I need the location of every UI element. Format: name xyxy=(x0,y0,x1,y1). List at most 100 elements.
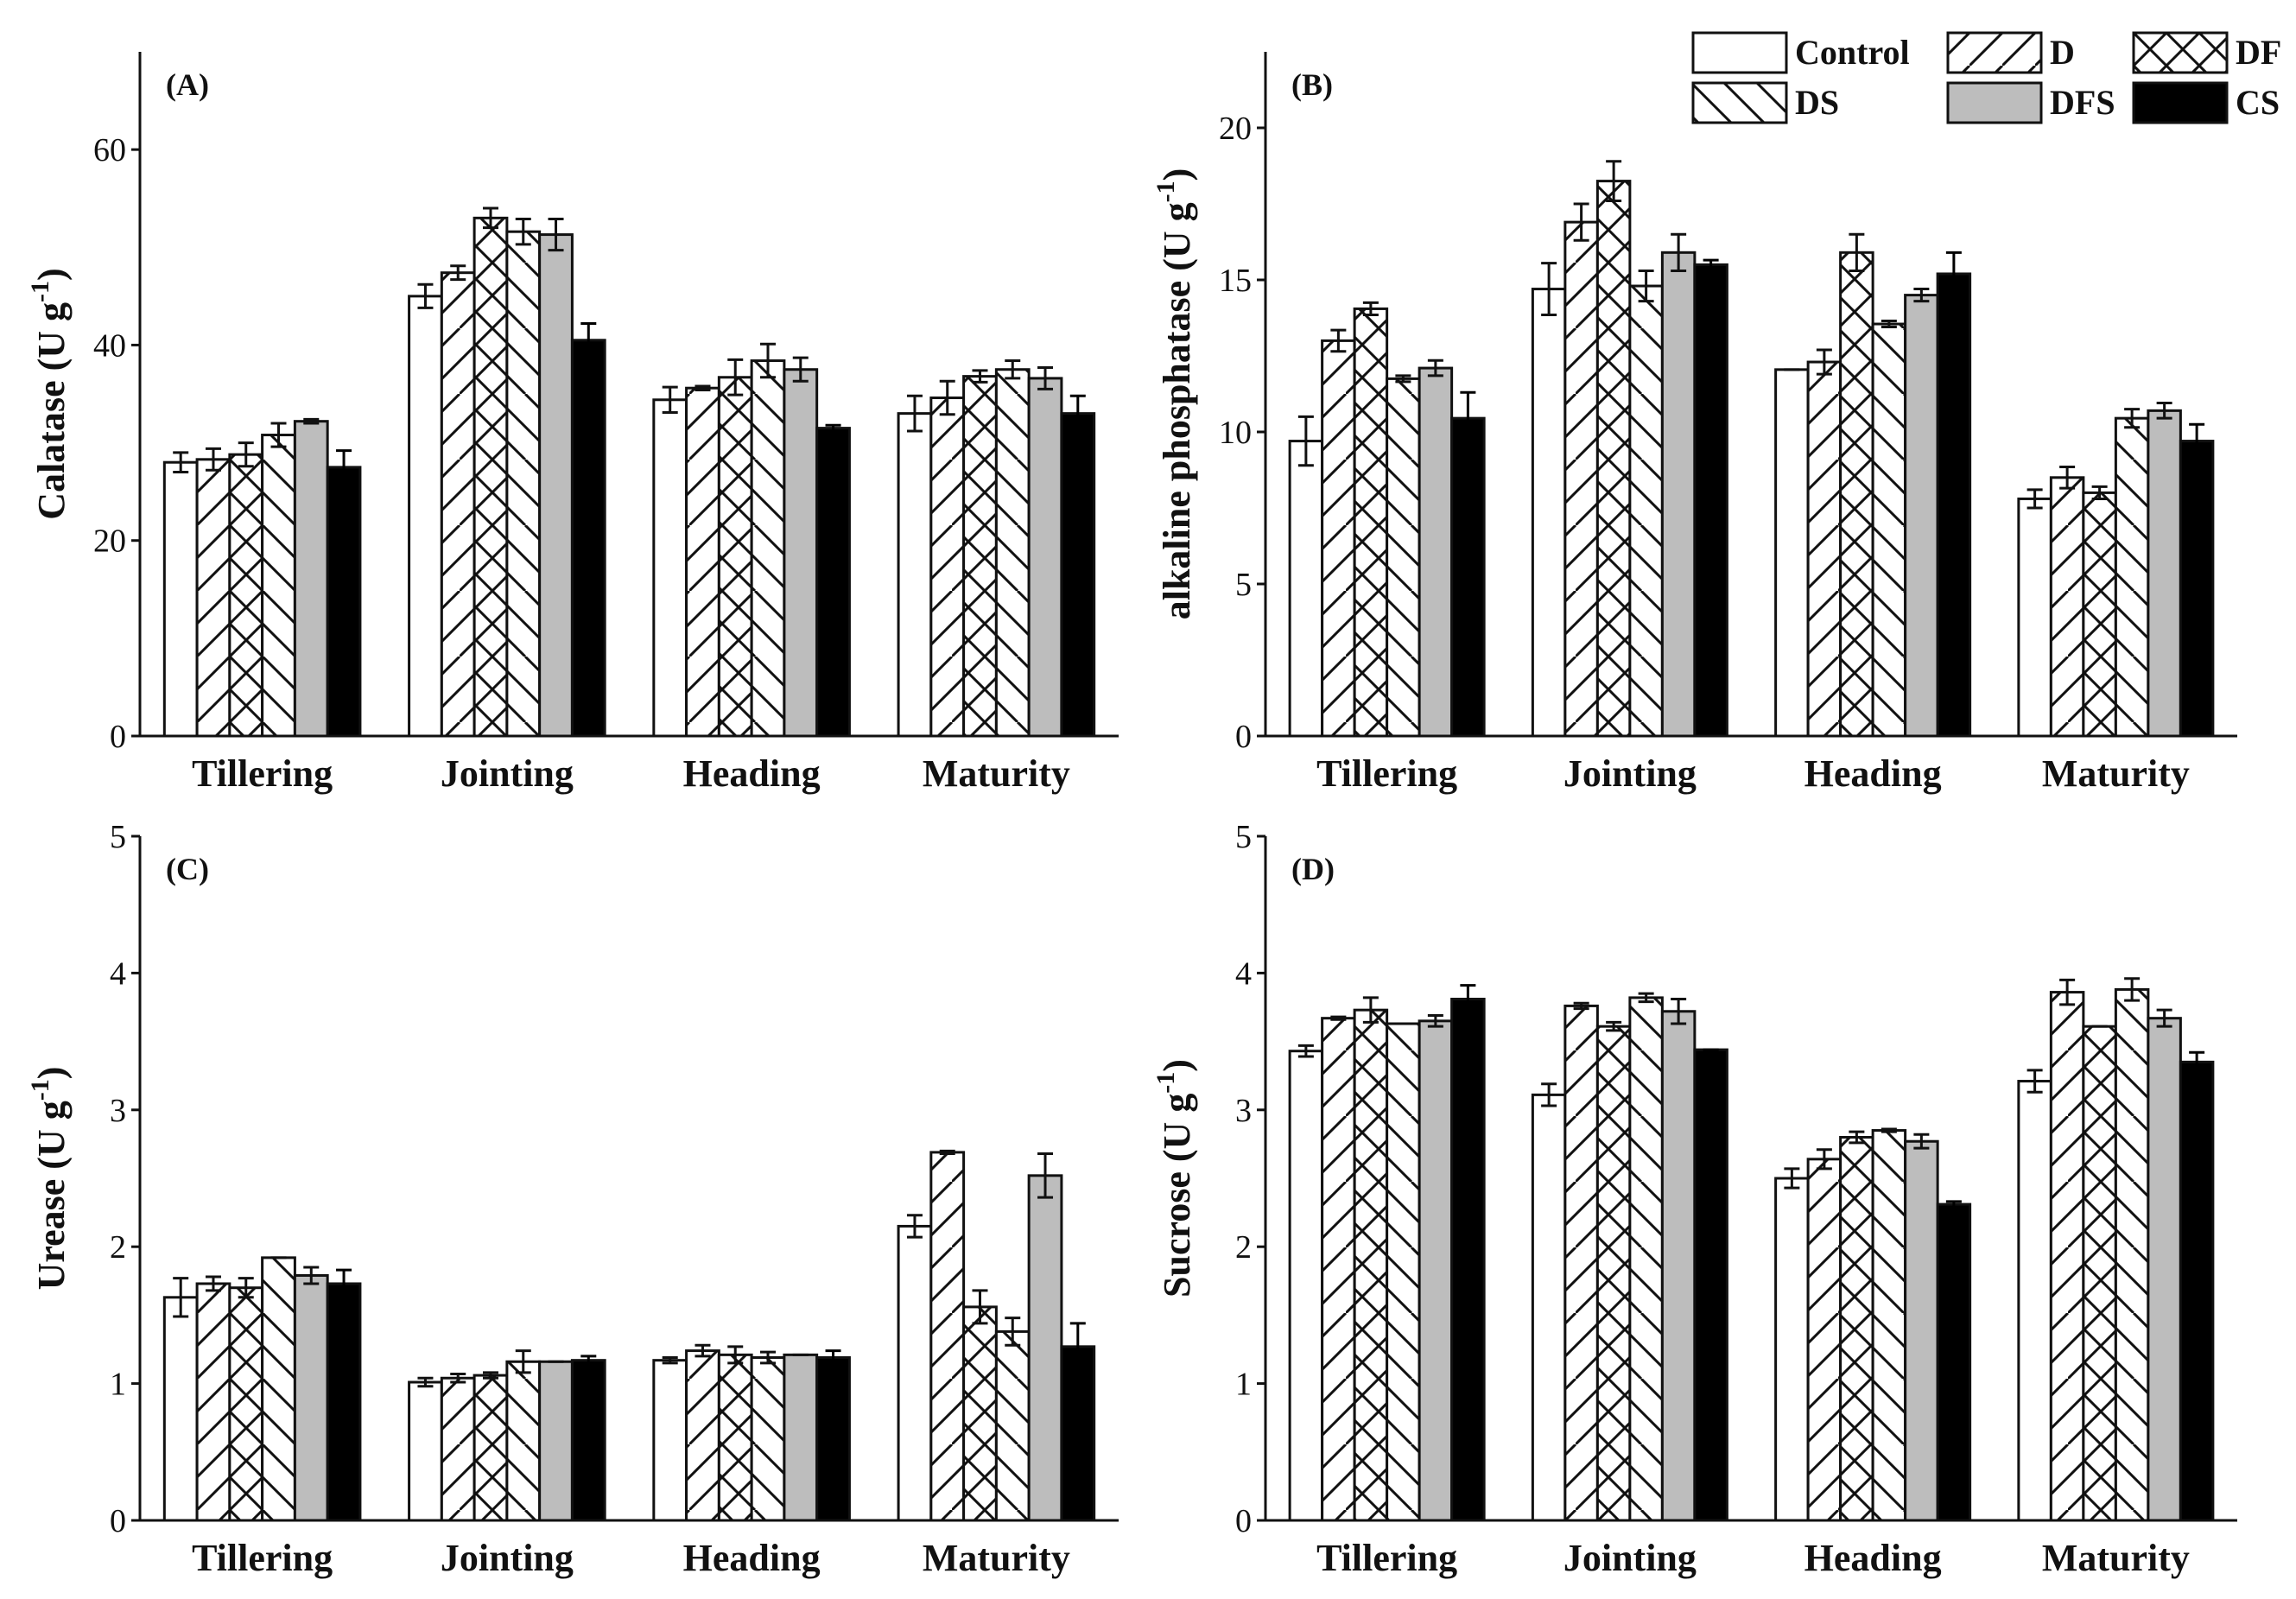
bar-df-jointing xyxy=(473,1374,509,1522)
bar-cs-jointing xyxy=(570,339,606,738)
error-bar xyxy=(1945,1200,1962,1209)
error-bar xyxy=(303,1266,320,1285)
error-bar xyxy=(482,1371,498,1380)
y-tick-label: 10 xyxy=(1219,415,1252,451)
bar-cs-maturity xyxy=(1060,1345,1096,1522)
error-bar xyxy=(1005,359,1021,380)
error-bar xyxy=(662,385,678,414)
error-bar xyxy=(760,342,777,379)
x-tick-label: Jointing xyxy=(1563,1537,1697,1579)
legend-item-ds: DS xyxy=(1691,81,1839,124)
error-bar xyxy=(238,1277,254,1299)
bar-control-maturity xyxy=(897,1224,933,1522)
bar-dfs-tillering xyxy=(293,1273,329,1522)
bar-dfs-jointing xyxy=(538,1360,574,1522)
error-bar xyxy=(2026,488,2043,510)
error-bar xyxy=(1671,998,1687,1025)
bar-dfs-maturity xyxy=(1027,377,1063,738)
error-bar xyxy=(173,451,189,474)
bar-dfs-maturity xyxy=(2147,409,2182,738)
bar-control-heading xyxy=(652,398,688,738)
bar-d-tillering xyxy=(1321,339,1356,738)
y-tick-label: 4 xyxy=(1235,955,1252,992)
error-bar xyxy=(1362,301,1379,316)
error-bar xyxy=(2091,485,2108,500)
bar-ds-maturity xyxy=(2114,987,2150,1522)
y-axis-label: Sucrose (U g-1) xyxy=(1151,1059,1198,1298)
bar-df-heading xyxy=(1839,251,1874,738)
bar-dfs-heading xyxy=(783,1353,819,1522)
legend-item-cs: CS xyxy=(2132,81,2280,124)
bar-d-jointing xyxy=(1563,1004,1599,1522)
error-bar xyxy=(972,1289,988,1325)
y-tick-label: 3 xyxy=(1235,1093,1252,1129)
legend-item-control: Control xyxy=(1691,31,1910,74)
bar-d-tillering xyxy=(1321,1017,1356,1522)
error-bar xyxy=(939,1149,955,1155)
error-bar xyxy=(580,322,597,359)
bar-cs-heading xyxy=(815,427,851,738)
bar-d-tillering xyxy=(195,458,232,738)
error-bar xyxy=(1460,984,1476,1014)
panel-label: (B) xyxy=(1291,67,1333,102)
bar-cs-tillering xyxy=(1450,997,1486,1522)
error-bar xyxy=(580,1355,597,1366)
error-bar xyxy=(695,1343,711,1358)
error-bar xyxy=(1606,160,1622,202)
error-bar xyxy=(515,1349,531,1374)
bar-control-tillering xyxy=(162,460,199,738)
bar-d-heading xyxy=(1806,1158,1843,1522)
error-bar xyxy=(1849,232,1865,272)
error-bar xyxy=(939,379,955,416)
error-bar xyxy=(906,394,923,433)
bar-cs-jointing xyxy=(1693,263,1728,738)
x-tick-label: Heading xyxy=(1804,752,1942,795)
error-bar xyxy=(1573,202,1589,242)
error-bar xyxy=(482,206,498,230)
bar-d-jointing xyxy=(1563,220,1599,738)
y-tick-label: 0 xyxy=(110,719,126,755)
legend-swatch xyxy=(2132,31,2229,74)
legend-label: DF xyxy=(2236,33,2281,72)
legend-item-dfs: DFS xyxy=(1946,81,2115,124)
bar-ds-maturity xyxy=(2114,416,2150,738)
bar-cs-tillering xyxy=(326,466,362,738)
legend-swatch xyxy=(1691,31,1788,74)
y-tick-label: 0 xyxy=(110,1503,126,1539)
chart-panel-d: Tillering Jointing Heading Maturity 0 1 2 3 4 5 (D… xyxy=(1151,819,2237,1579)
error-bar xyxy=(1069,1322,1086,1372)
error-bar xyxy=(1784,1167,1800,1190)
error-bar xyxy=(972,369,988,384)
error-bar xyxy=(2189,1050,2205,1073)
y-tick-label: 1 xyxy=(1235,1367,1252,1403)
bar-control-maturity xyxy=(897,412,933,738)
bar-ds-tillering xyxy=(261,434,296,738)
legend-swatch xyxy=(2132,81,2229,124)
error-bar xyxy=(2059,465,2076,490)
bar-d-heading xyxy=(1806,360,1843,738)
error-bar xyxy=(205,1275,221,1292)
bar-ds-tillering xyxy=(1386,377,1421,738)
bar-dfs-heading xyxy=(1904,1139,1939,1522)
error-bar xyxy=(238,441,254,468)
bar-dfs-heading xyxy=(783,368,819,738)
legend-label: DS xyxy=(1795,83,1839,122)
x-tick-label: Maturity xyxy=(923,752,1070,795)
bar-cs-heading xyxy=(1936,1202,1972,1522)
bar-d-maturity xyxy=(2049,991,2085,1522)
error-bar xyxy=(1427,1014,1443,1028)
legend-swatch xyxy=(1946,81,2043,124)
bar-ds-jointing xyxy=(1628,996,1664,1522)
bar-ds-jointing xyxy=(505,230,542,738)
error-bar xyxy=(205,447,221,472)
bar-df-tillering xyxy=(228,1286,264,1522)
bar-cs-maturity xyxy=(2179,1060,2215,1522)
x-tick-label: Jointing xyxy=(1563,752,1697,795)
error-bar xyxy=(336,449,352,485)
bar-cs-heading xyxy=(1936,272,1972,738)
error-bar xyxy=(1573,1001,1589,1011)
bar-df-heading xyxy=(717,376,753,738)
error-bar xyxy=(1297,1044,1314,1058)
bar-ds-heading xyxy=(1871,322,1907,738)
bar-df-tillering xyxy=(1353,307,1389,738)
